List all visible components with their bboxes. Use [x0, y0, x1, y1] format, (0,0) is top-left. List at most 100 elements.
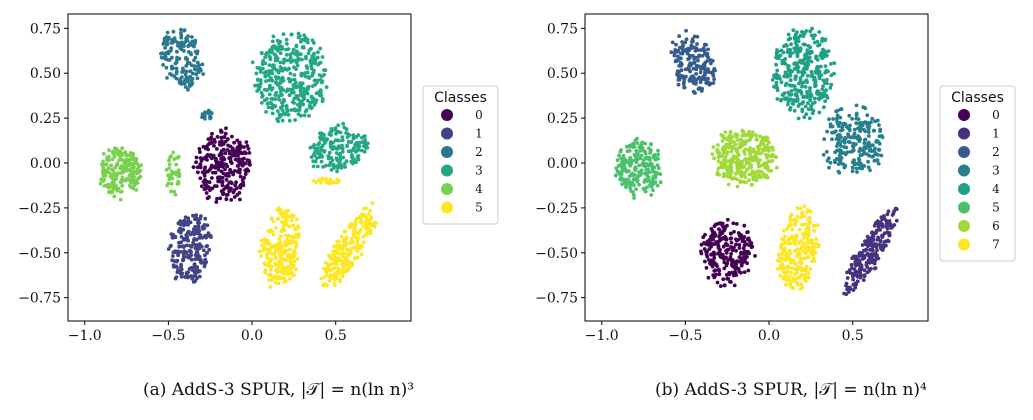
data-point — [676, 54, 680, 59]
data-point — [317, 155, 322, 160]
data-point — [278, 51, 283, 56]
data-point — [170, 40, 175, 45]
data-point — [161, 63, 166, 67]
data-point — [831, 117, 835, 121]
data-point — [802, 256, 807, 261]
data-point — [270, 71, 275, 76]
data-point — [638, 148, 643, 153]
data-point — [321, 165, 325, 169]
data-point — [358, 243, 363, 248]
data-point — [227, 189, 232, 194]
data-point — [237, 191, 242, 195]
data-point — [270, 78, 275, 83]
data-point — [296, 56, 301, 61]
data-point — [278, 65, 283, 69]
data-point — [277, 262, 282, 267]
data-point — [680, 40, 684, 44]
data-point — [197, 274, 202, 279]
data-point — [165, 30, 170, 35]
data-point — [863, 248, 867, 253]
data-point — [311, 178, 316, 183]
data-point — [767, 149, 771, 153]
data-point — [190, 71, 195, 76]
data-point — [202, 167, 207, 172]
data-point — [712, 77, 716, 82]
data-point — [287, 267, 292, 272]
data-point — [775, 54, 780, 59]
data-point — [766, 145, 771, 150]
data-point — [98, 181, 103, 186]
data-point — [341, 271, 345, 276]
data-point — [354, 141, 359, 146]
data-point — [650, 177, 655, 182]
data-point — [872, 158, 877, 163]
data-point — [118, 190, 123, 194]
data-point — [695, 42, 699, 46]
data-point — [167, 162, 172, 167]
data-point — [238, 174, 243, 179]
data-point — [644, 167, 649, 172]
data-point — [191, 213, 195, 218]
data-point — [195, 76, 200, 81]
data-point — [176, 179, 181, 184]
data-point — [275, 109, 280, 113]
data-point — [319, 159, 324, 164]
data-point — [720, 221, 725, 226]
data-point — [729, 149, 734, 154]
scatter-chart-a: −1.0 −0.5 0.0 0.5−0.75−0.50−0.250.000.250.5… — [18, 13, 499, 344]
series-3-points — [250, 31, 370, 174]
data-point — [118, 149, 123, 154]
data-point — [336, 247, 340, 252]
data-point — [732, 283, 737, 288]
data-point — [287, 233, 292, 238]
data-point — [716, 159, 721, 164]
data-point — [733, 133, 738, 138]
data-point — [792, 84, 797, 89]
data-point — [801, 241, 806, 246]
data-point — [179, 250, 183, 254]
data-point — [220, 143, 224, 147]
data-point — [821, 152, 826, 157]
data-point — [641, 158, 646, 163]
data-point — [764, 152, 768, 157]
data-point — [877, 123, 881, 127]
data-point — [188, 83, 193, 88]
series-5-points — [257, 176, 378, 289]
data-point — [809, 74, 814, 79]
data-point — [704, 81, 709, 85]
data-point — [275, 58, 280, 62]
data-point — [286, 112, 291, 117]
data-point — [315, 164, 320, 169]
data-point — [179, 265, 183, 270]
data-point — [674, 58, 678, 63]
data-point — [793, 33, 798, 37]
data-point — [890, 213, 895, 217]
data-point — [184, 75, 189, 80]
data-point — [171, 150, 176, 155]
data-point — [277, 112, 282, 117]
data-point — [737, 246, 742, 250]
data-point — [293, 240, 298, 244]
data-point — [823, 64, 828, 68]
data-point — [619, 156, 624, 161]
data-point — [716, 221, 721, 226]
data-point — [312, 41, 316, 45]
data-point — [784, 283, 788, 287]
data-point — [732, 245, 736, 250]
data-point — [313, 59, 318, 64]
data-point — [188, 51, 193, 55]
data-point — [220, 164, 225, 169]
data-point — [854, 282, 859, 287]
data-point — [686, 65, 691, 70]
data-point — [734, 265, 739, 270]
data-point — [284, 104, 289, 108]
data-point — [724, 255, 728, 260]
data-point — [284, 67, 288, 72]
data-point — [788, 36, 793, 41]
data-point — [215, 160, 220, 165]
data-point — [880, 222, 885, 227]
data-point — [800, 222, 804, 227]
data-point — [361, 234, 366, 239]
data-point — [318, 137, 323, 142]
data-point — [808, 267, 813, 271]
